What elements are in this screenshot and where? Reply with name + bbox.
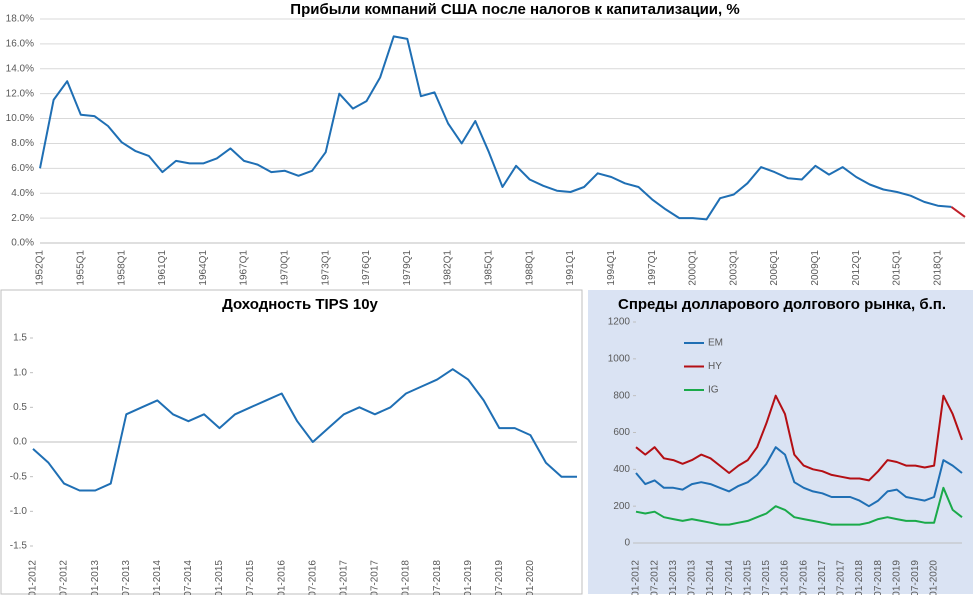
y-tick-label: 0.5 (13, 402, 27, 413)
x-tick-label: 07-2014 (724, 560, 735, 595)
x-tick-label: 2012Q1 (851, 250, 862, 286)
series-line (32, 368, 577, 492)
x-tick-label: 1985Q1 (484, 250, 495, 286)
x-tick-label: 1955Q1 (75, 250, 86, 286)
panel-spreads (588, 290, 973, 594)
x-tick-label: 1958Q1 (116, 250, 127, 286)
series-line (635, 394, 963, 482)
x-tick-label: 01-2019 (463, 560, 474, 595)
x-tick-label: 1973Q1 (320, 250, 331, 286)
x-tick-label: 2006Q1 (769, 250, 780, 286)
x-tick-label: 07-2018 (432, 560, 443, 595)
x-tick-label: 01-2013 (668, 560, 679, 595)
y-tick-label: 1200 (608, 317, 631, 328)
x-tick-label: 1988Q1 (524, 250, 535, 286)
x-tick-label: 1979Q1 (402, 250, 413, 286)
x-tick-label: 07-2013 (121, 560, 132, 595)
x-tick-label: 1994Q1 (606, 250, 617, 286)
x-tick-label: 01-2012 (28, 560, 39, 595)
y-tick-label: 2.0% (11, 213, 34, 224)
legend-label: IG (708, 385, 719, 396)
y-tick-label: 400 (613, 464, 630, 475)
y-tick-label: 0.0% (11, 238, 34, 249)
x-tick-label: 2003Q1 (728, 250, 739, 286)
y-tick-label: -1.5 (10, 541, 28, 552)
x-tick-label: 01-2014 (152, 560, 163, 595)
x-tick-label: 01-2020 (929, 560, 940, 595)
x-tick-label: 01-2019 (891, 560, 902, 595)
series-line (635, 486, 963, 526)
x-tick-label: 07-2017 (370, 560, 381, 595)
y-tick-label: 8.0% (11, 138, 34, 149)
x-tick-label: 2000Q1 (688, 250, 699, 286)
x-tick-label: 01-2020 (525, 560, 536, 595)
x-tick-label: 01-2012 (631, 560, 642, 595)
series-line (950, 206, 966, 218)
y-tick-label: 18.0% (6, 14, 34, 25)
x-tick-label: 01-2016 (276, 560, 287, 595)
x-tick-label: 01-2017 (817, 560, 828, 595)
x-tick-label: 01-2016 (780, 560, 791, 595)
chart-title: Спреды долларового долгового рынка, б.п. (618, 296, 946, 313)
x-tick-label: 01-2015 (742, 560, 753, 595)
y-tick-label: 16.0% (6, 39, 34, 50)
legend-label: EM (708, 338, 723, 349)
series-line (635, 446, 963, 508)
y-tick-label: 0 (624, 538, 630, 549)
y-tick-label: -1.0 (10, 506, 28, 517)
x-tick-label: 1961Q1 (157, 250, 168, 286)
chart-title: Прибыли компаний США после налогов к кап… (290, 1, 739, 18)
series-line (39, 35, 952, 221)
x-tick-label: 07-2016 (307, 560, 318, 595)
x-tick-label: 01-2014 (705, 560, 716, 595)
x-tick-label: 07-2018 (873, 560, 884, 595)
x-tick-label: 07-2017 (836, 560, 847, 595)
x-tick-label: 1970Q1 (279, 250, 290, 286)
y-tick-label: -0.5 (10, 471, 28, 482)
x-tick-label: 1997Q1 (647, 250, 658, 286)
y-tick-label: 4.0% (11, 188, 34, 199)
legend-label: HY (708, 361, 722, 372)
y-tick-label: 800 (613, 390, 630, 401)
y-tick-label: 0.0 (13, 437, 27, 448)
x-tick-label: 07-2013 (687, 560, 698, 595)
x-tick-label: 2009Q1 (810, 250, 821, 286)
x-tick-label: 1952Q1 (35, 250, 46, 286)
chart-title: Доходность TIPS 10y (222, 296, 378, 313)
x-tick-label: 07-2019 (494, 560, 505, 595)
y-tick-label: 200 (613, 501, 630, 512)
y-tick-label: 6.0% (11, 163, 34, 174)
x-tick-label: 2015Q1 (892, 250, 903, 286)
x-tick-label: 01-2015 (214, 560, 225, 595)
x-tick-label: 1964Q1 (198, 250, 209, 286)
x-tick-label: 1991Q1 (565, 250, 576, 286)
y-tick-label: 12.0% (6, 88, 34, 99)
x-tick-label: 07-2015 (245, 560, 256, 595)
x-tick-label: 07-2019 (910, 560, 921, 595)
y-tick-label: 1000 (608, 353, 631, 364)
y-tick-label: 600 (613, 427, 630, 438)
y-tick-label: 1.5 (13, 333, 27, 344)
x-tick-label: 07-2014 (183, 560, 194, 595)
x-tick-label: 07-2012 (59, 560, 70, 595)
x-tick-label: 07-2012 (649, 560, 660, 595)
x-tick-label: 07-2015 (761, 560, 772, 595)
y-tick-label: 10.0% (6, 113, 34, 124)
x-tick-label: 01-2017 (338, 560, 349, 595)
y-tick-label: 1.0 (13, 367, 27, 378)
x-tick-label: 01-2018 (401, 560, 412, 595)
x-tick-label: 1976Q1 (361, 250, 372, 286)
x-tick-label: 01-2013 (90, 560, 101, 595)
x-tick-label: 01-2018 (854, 560, 865, 595)
x-tick-label: 1967Q1 (239, 250, 250, 286)
x-tick-label: 2018Q1 (932, 250, 943, 286)
x-tick-label: 07-2016 (798, 560, 809, 595)
y-tick-label: 14.0% (6, 63, 34, 74)
x-tick-label: 1982Q1 (443, 250, 454, 286)
